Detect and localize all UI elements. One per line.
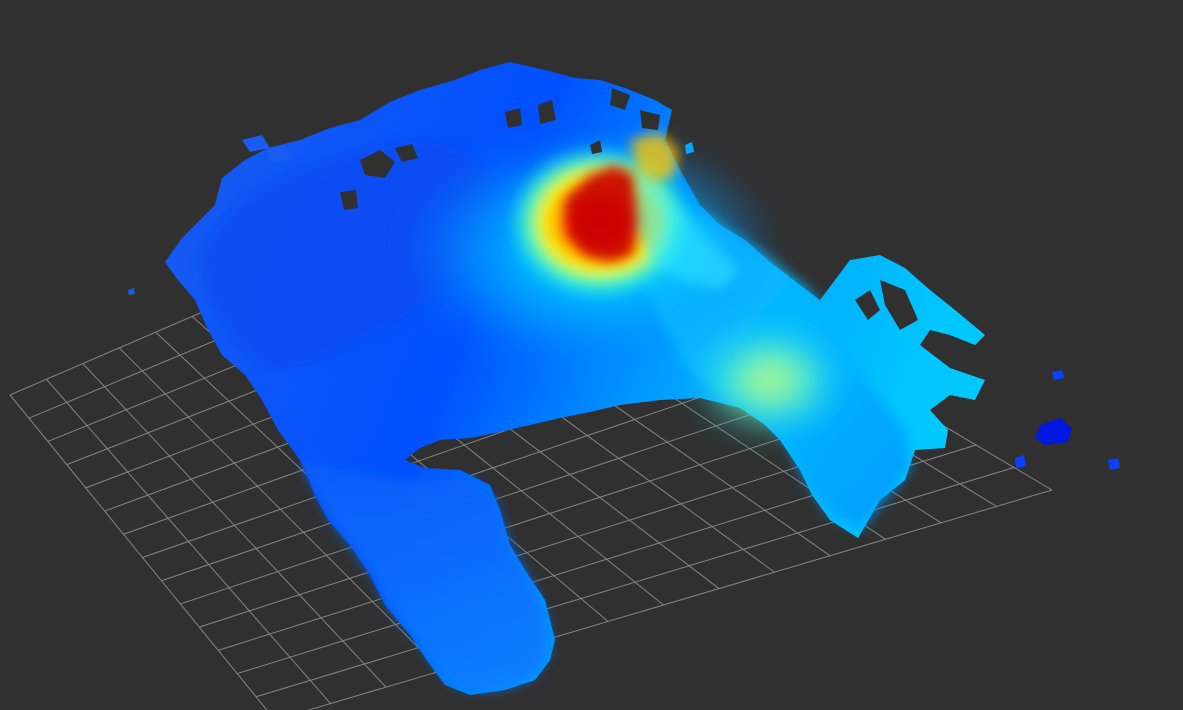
cloud-upper-right-patch (630, 132, 678, 182)
cloud-fragments (128, 135, 1120, 470)
cloud-peak-ridge (635, 170, 740, 290)
point-cloud-surface (128, 62, 1120, 695)
grid-line (255, 467, 1015, 698)
grid-line (307, 489, 1053, 710)
grid-line (9, 394, 268, 710)
cloud-hotspot-core (565, 165, 638, 262)
cloud-yellow-band (690, 320, 850, 440)
cloud-left-leg (300, 460, 550, 690)
cloud-holes (340, 88, 918, 330)
